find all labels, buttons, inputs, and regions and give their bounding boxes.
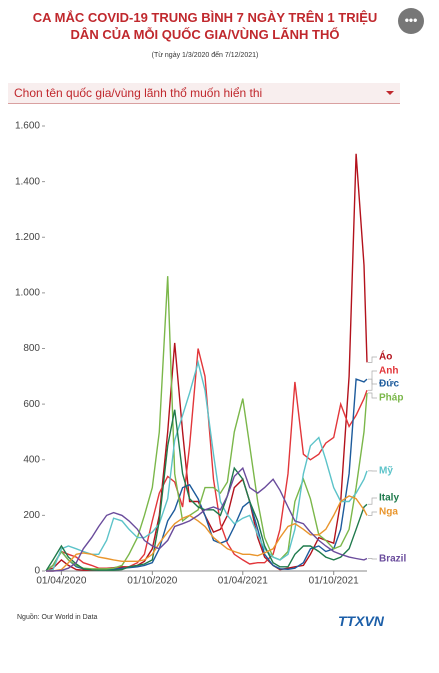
chart-title: CA MẮC COVID-19 TRUNG BÌNH 7 NGÀY TRÊN 1… (32, 10, 378, 42)
legend-leader (368, 511, 377, 516)
x-tick-label: 01/10/2020 (127, 576, 177, 587)
y-tick-label: 0 (34, 566, 40, 577)
legend-label: Brazil (379, 554, 406, 565)
series-line (45, 359, 368, 572)
share-button[interactable]: ••• (398, 8, 424, 34)
x-tick-label: 01/04/2021 (218, 576, 268, 587)
legend-label: Mỹ (379, 466, 393, 477)
y-tick-label: 400 (23, 454, 40, 465)
legend-label: Pháp (379, 393, 403, 404)
source: Nguồn: Our World in Data (17, 614, 98, 621)
series-line (45, 378, 368, 572)
series-line (45, 276, 368, 572)
series-line (46, 495, 368, 572)
y-tick-label: 200 (23, 510, 40, 521)
x-tick-label: 01/04/2020 (36, 576, 86, 587)
y-tick-label: 1.400 (15, 176, 40, 187)
y-tick-label: 800 (23, 343, 40, 354)
legend-label: Nga (379, 507, 398, 518)
logo: TTXVN (338, 613, 384, 629)
y-tick-label: 1.000 (15, 288, 40, 299)
legend-leader (368, 356, 377, 363)
legend-leader (368, 558, 377, 560)
y-tick-label: 600 (23, 399, 40, 410)
series-line (45, 153, 368, 572)
legend-leader (368, 497, 377, 505)
y-tick-label: 1.600 (15, 121, 40, 132)
legend-leader (368, 378, 377, 385)
legend-leader (368, 392, 377, 399)
selector-text: Chon tên quốc gia/vùng lãnh thổ muốn hiể… (14, 86, 263, 100)
legend-label: Italy (379, 493, 399, 504)
series-line (45, 409, 368, 572)
x-tick-label: 01/10/2021 (309, 576, 359, 587)
dropdown-arrow (386, 91, 394, 95)
series-line (46, 466, 368, 572)
legend-label: Áo (379, 350, 392, 363)
legend-label: Đức (379, 379, 399, 390)
y-tick-label: 1.200 (15, 232, 40, 243)
country-selector[interactable]: Chon tên quốc gia/vùng lãnh thổ muốn hiể… (8, 83, 400, 104)
legend-label: Anh (379, 366, 398, 377)
chart-subtitle: (Từ ngày 1/3/2020 đến 7/12/2021) (151, 52, 259, 59)
legend-leader (368, 370, 377, 391)
